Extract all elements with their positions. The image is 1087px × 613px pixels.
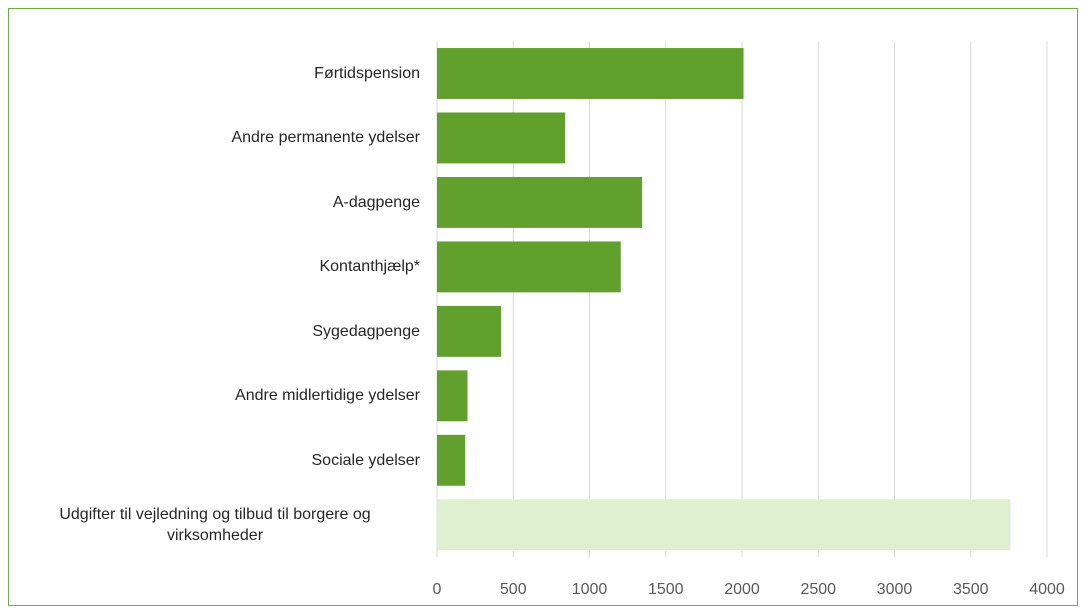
y-tick-label: Andre permanente ydelser (231, 129, 420, 147)
y-tick-label-box: Sociale ydelser (10, 428, 421, 492)
chart-border (8, 8, 1078, 606)
y-tick-label: Sociale ydelser (311, 451, 421, 469)
x-tick-label: 3500 (953, 581, 989, 598)
bar (437, 370, 468, 422)
x-tick-label: 2000 (724, 581, 760, 598)
x-tick-label: 500 (500, 581, 527, 598)
y-tick-label-box: Andre permanente ydelser (10, 106, 420, 170)
x-tick-label: 1000 (572, 581, 608, 598)
y-tick-label: Førtidspension (314, 64, 420, 82)
y-tick-label: Sygedagpenge (312, 322, 420, 340)
x-tick-label: 4000 (1029, 581, 1065, 598)
bar (437, 112, 566, 164)
x-tick-label: 3000 (877, 581, 913, 598)
bar (437, 305, 502, 357)
y-tick-label: Udgifter til vejledning og tilbud til bo… (59, 505, 371, 544)
x-tick-label: 2500 (800, 581, 836, 598)
y-tick-label: Andre midlertidige ydelser (235, 387, 420, 405)
y-tick-label: Kontanthjælp* (319, 258, 420, 276)
bar (437, 48, 744, 99)
y-tick-label-box: Kontanthjælp* (10, 235, 420, 299)
y-tick-label-box: Andre midlertidige ydelser (10, 364, 420, 428)
y-tick-label-box: A-dagpenge (10, 170, 420, 234)
y-tick-label-box: Førtidspension (10, 41, 420, 105)
y-tick-label-box: Udgifter til vejledning og tilbud til bo… (10, 493, 420, 557)
bar (437, 434, 466, 486)
y-tick-label: A-dagpenge (332, 193, 420, 211)
bar (437, 176, 643, 228)
x-tick-label: 1500 (648, 581, 684, 598)
bar (437, 499, 1011, 551)
x-tick-label: 0 (433, 581, 442, 598)
bar (437, 241, 621, 293)
y-tick-label-box: Sygedagpenge (10, 299, 420, 363)
